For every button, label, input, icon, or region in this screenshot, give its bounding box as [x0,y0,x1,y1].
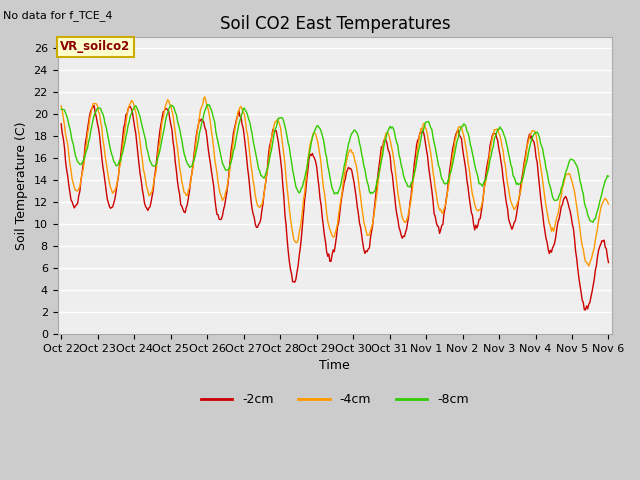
X-axis label: Time: Time [319,360,350,372]
Text: No data for f_TCE_4: No data for f_TCE_4 [3,10,113,21]
Legend: -2cm, -4cm, -8cm: -2cm, -4cm, -8cm [196,388,474,411]
Y-axis label: Soil Temperature (C): Soil Temperature (C) [15,121,28,250]
Title: Soil CO2 East Temperatures: Soil CO2 East Temperatures [220,15,450,33]
Text: VR_soilco2: VR_soilco2 [60,40,131,53]
